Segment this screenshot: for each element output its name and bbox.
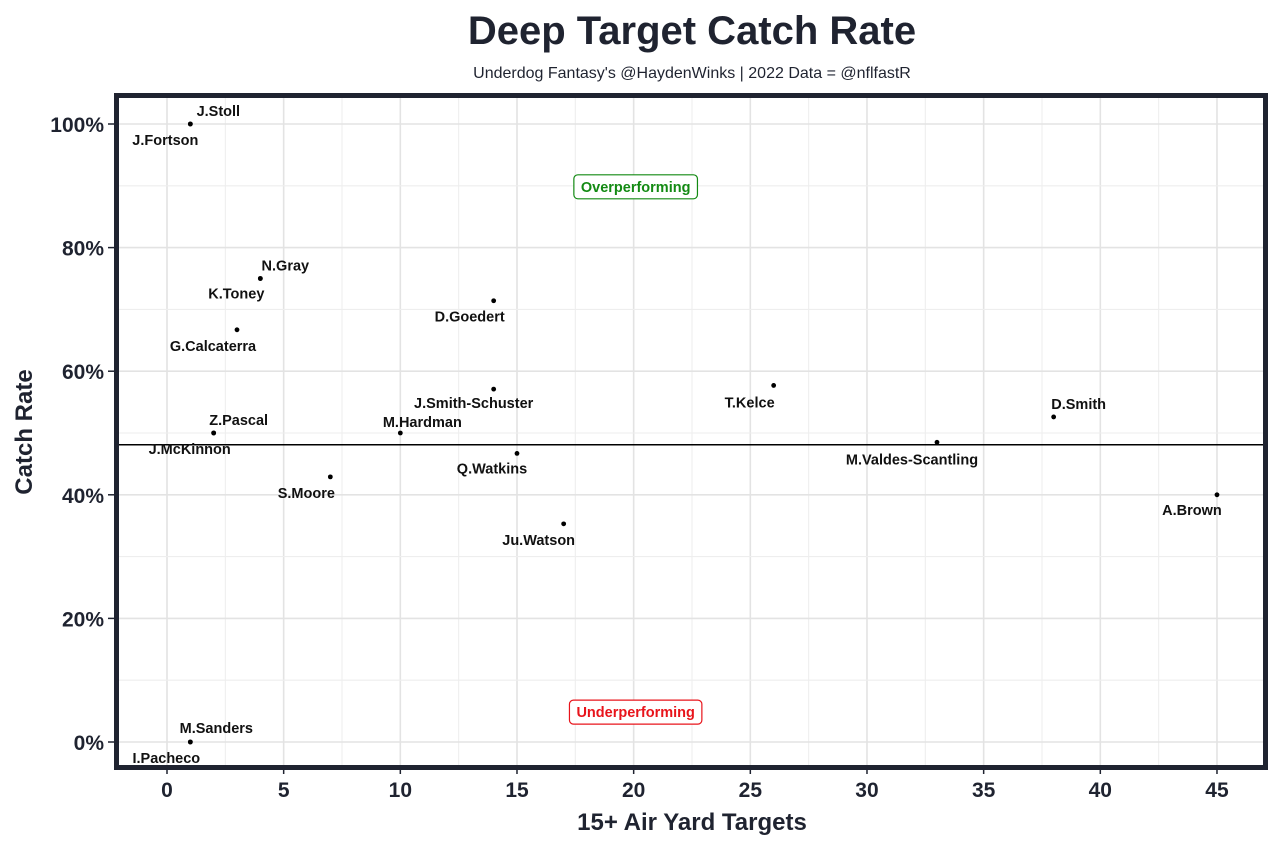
point-label: J.McKinnon [149, 442, 231, 458]
x-tick-label: 10 [389, 779, 412, 802]
data-point [234, 327, 240, 333]
y-tick-label: 100% [50, 114, 104, 137]
point-label: M.Valdes-Scantling [846, 452, 978, 468]
x-tick-label: 40 [1089, 779, 1112, 802]
data-point [397, 430, 403, 436]
point-label: N.Gray [262, 259, 310, 275]
y-tick-label: 40% [62, 485, 104, 508]
annotation-box [573, 174, 699, 200]
x-tick-label: 25 [739, 779, 763, 802]
point-label: M.Hardman [383, 415, 462, 431]
point-label: Z.Pascal [209, 413, 268, 429]
point-label: Q.Watkins [457, 461, 527, 477]
data-point [934, 439, 940, 445]
y-tick-label: 80% [62, 238, 104, 261]
x-tick-label: 0 [161, 779, 173, 802]
chart-subtitle: Underdog Fantasy's @HaydenWinks | 2022 D… [473, 65, 911, 82]
point-label: D.Goedert [435, 310, 505, 326]
point-label: M.Sanders [180, 721, 253, 737]
data-point [211, 430, 217, 436]
x-tick-label: 35 [972, 779, 996, 802]
point-label: I.Pacheco [132, 751, 200, 767]
data-point [561, 521, 567, 527]
chart-title: Deep Target Catch Rate [468, 9, 916, 53]
data-points: J.Stoll J.Fortson N.Gray K.Toney G.Calcaterr… [132, 104, 1221, 767]
x-axis-label: 15+ Air Yard Targets [577, 809, 807, 836]
x-tick-label: 5 [278, 779, 290, 802]
data-point [327, 474, 333, 480]
annotation-label: Underperforming [576, 705, 694, 721]
annotation-label: Overperforming [581, 180, 691, 196]
x-tick-label: 45 [1205, 779, 1229, 802]
point-label: D.Smith [1051, 397, 1106, 413]
data-point [257, 276, 263, 281]
data-point [1051, 414, 1057, 420]
data-point [771, 383, 777, 388]
annotations: Overperforming Underperforming [568, 174, 703, 725]
y-tick-label: 0% [74, 732, 105, 755]
point-label: J.Fortson [132, 133, 198, 149]
data-point [514, 450, 520, 456]
panel-border [114, 93, 1268, 770]
point-label: Ju.Watson [502, 533, 575, 549]
point-label: A.Brown [1162, 503, 1222, 519]
y-tick-label: 20% [62, 608, 104, 631]
data-point [187, 121, 193, 127]
gridlines [119, 98, 1263, 765]
point-label: J.Stoll [197, 104, 241, 120]
annotation-box [568, 699, 703, 725]
point-label: K.Toney [208, 287, 264, 303]
x-tick-label: 20 [622, 779, 645, 802]
y-axis-label: Catch Rate [11, 369, 38, 494]
axis-ticks: 0 5 10 15 20 25 30 35 40 45 0% 20% 40% 60% 80% 100% [50, 114, 1229, 802]
point-label: G.Calcaterra [170, 339, 257, 355]
data-point [187, 739, 193, 745]
x-tick-label: 30 [855, 779, 878, 802]
point-label: S.Moore [278, 486, 335, 502]
data-point [491, 386, 497, 392]
x-tick-label: 15 [505, 779, 529, 802]
point-label: J.Smith-Schuster [414, 396, 534, 412]
y-tick-label: 60% [62, 361, 104, 384]
data-point [491, 298, 497, 304]
point-label: T.Kelce [725, 395, 775, 411]
data-point [1214, 492, 1220, 498]
